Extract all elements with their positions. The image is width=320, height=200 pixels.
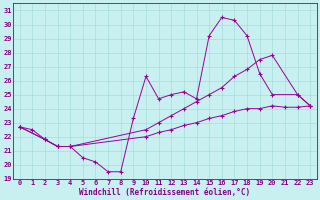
X-axis label: Windchill (Refroidissement éolien,°C): Windchill (Refroidissement éolien,°C) [79,188,251,197]
